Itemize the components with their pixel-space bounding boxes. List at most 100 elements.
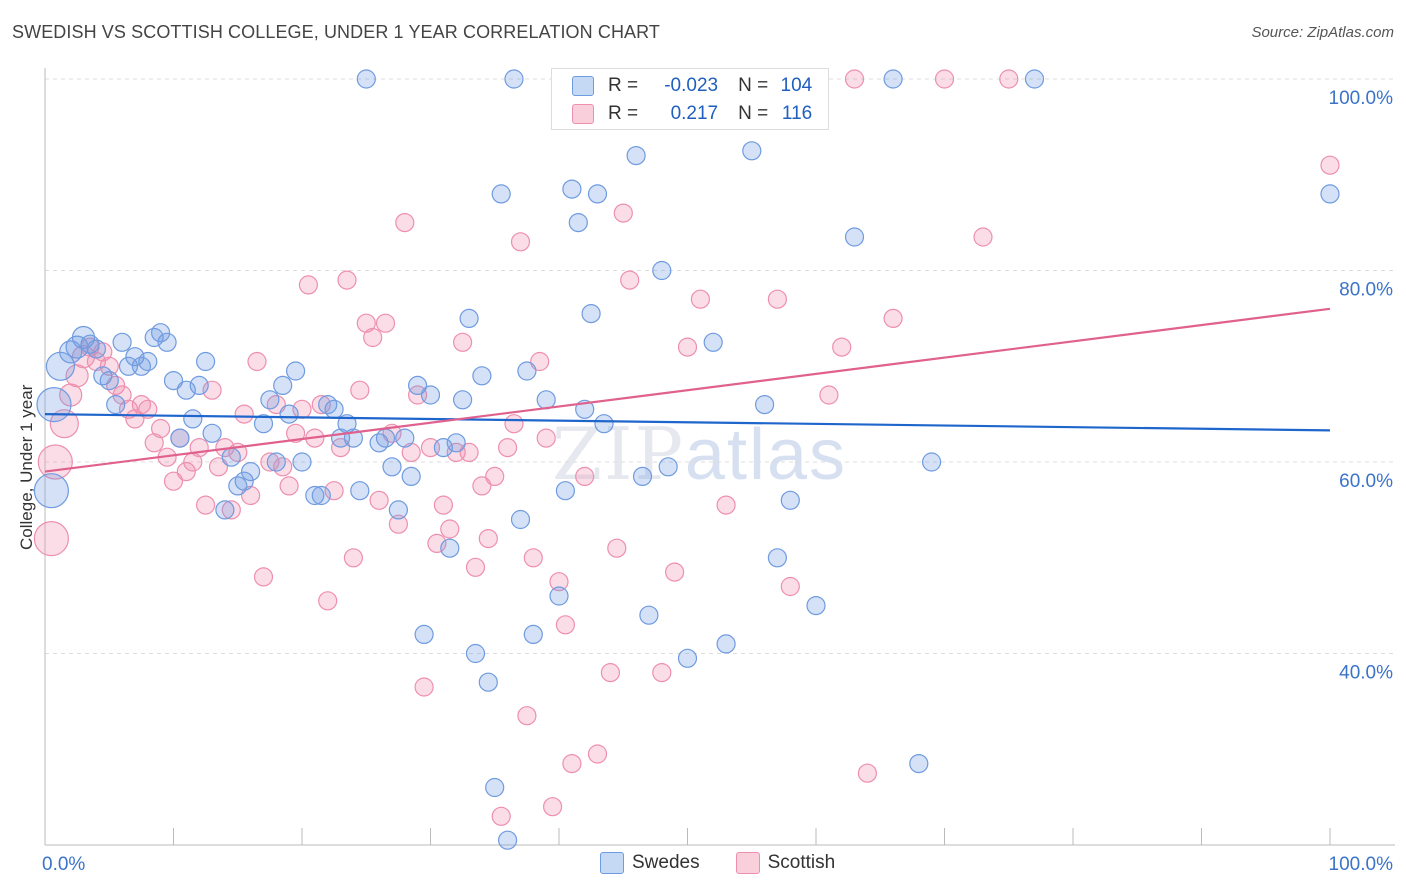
stats-row-swedes: R = -0.023 N = 104 — [572, 71, 812, 101]
scottish-point — [138, 399, 158, 419]
swedes-point — [478, 672, 498, 692]
swedes-point — [273, 375, 293, 395]
swedes-point — [498, 830, 518, 850]
swedes-point — [587, 184, 608, 204]
scottish-point — [530, 351, 550, 372]
scottish-point — [465, 557, 486, 577]
scottish-point — [433, 495, 453, 515]
watermark: ZIPatlas — [552, 412, 847, 496]
scottish-point — [491, 806, 511, 826]
swedes-point — [632, 466, 653, 486]
swedes-point — [1024, 69, 1045, 89]
tick-labels: 40.0% 60.0% 80.0% 100.0% 0.0% 100.0% — [42, 88, 1393, 875]
swedes-r-value: -0.023 — [664, 75, 719, 96]
x-tick-label: 0.0% — [42, 854, 85, 875]
trend-lines — [44, 307, 1331, 473]
scottish-point — [780, 576, 800, 597]
axes — [44, 68, 1395, 846]
scottish-point — [485, 466, 505, 486]
scottish-point — [208, 457, 229, 477]
scottish-point — [318, 591, 338, 611]
swedes-point — [921, 452, 942, 472]
scottish-point — [311, 395, 331, 415]
scottish-point — [587, 744, 608, 764]
scottish-point — [260, 452, 280, 472]
swedes-point — [639, 605, 659, 625]
scottish-point — [677, 337, 698, 357]
scottish-point — [356, 313, 376, 333]
swedes-trend-line — [44, 413, 1331, 432]
stats-legend: R = -0.023 N = 104 R = 0.217 N = 116 — [551, 68, 829, 130]
swedes-point — [472, 366, 492, 386]
swedes-point — [491, 184, 511, 204]
swedes-point — [414, 624, 434, 645]
legend-item-scottish: Scottish — [735, 852, 835, 874]
swedes-point — [215, 500, 235, 520]
scottish-point — [555, 615, 576, 635]
swedes-point — [33, 473, 70, 509]
swedes-point — [562, 179, 582, 199]
swedes-point — [844, 227, 865, 247]
scottish-point — [652, 662, 672, 683]
swedes-point — [549, 586, 569, 606]
watermark-atlas: atlas — [684, 415, 848, 495]
swedes-point — [305, 485, 325, 506]
swedes-point — [909, 753, 929, 774]
scottish-point — [144, 433, 164, 453]
swedes-point — [183, 409, 203, 429]
scottish-point — [844, 69, 865, 89]
scottish-point — [279, 476, 299, 496]
scottish-r-label: R = — [608, 103, 639, 124]
legend-swedes-label: Swedes — [632, 852, 700, 873]
swedes-point — [568, 213, 588, 233]
swedes-point — [382, 457, 402, 477]
scottish-point — [375, 313, 396, 333]
swedes-point — [311, 485, 331, 506]
scottish-point — [286, 423, 306, 443]
swedes-point — [36, 387, 72, 423]
swedes-point — [157, 332, 177, 352]
swedes-point — [536, 390, 556, 410]
swedes-point — [703, 332, 723, 352]
swedes-point — [163, 371, 184, 391]
scottish-point — [112, 385, 132, 405]
y-tick-label: 80.0% — [1339, 280, 1393, 301]
swedes-point — [356, 69, 376, 89]
swedes-point — [440, 538, 460, 558]
swedes-point — [292, 452, 312, 472]
swedes-point — [170, 428, 190, 448]
scottish-point — [600, 662, 621, 683]
scottish-point — [65, 364, 89, 388]
swedes-point — [112, 332, 132, 352]
scottish-point — [999, 69, 1019, 89]
scottish-point — [343, 548, 363, 568]
swedes-point — [465, 643, 486, 664]
swedes-point — [279, 404, 299, 424]
swedes-n-label: N = — [738, 75, 769, 96]
scottish-point — [832, 337, 852, 357]
scottish-point — [664, 562, 685, 582]
y-tick-label: 40.0% — [1339, 663, 1393, 684]
swedes-point — [138, 351, 158, 372]
swedes-point — [151, 323, 171, 343]
scottish-point — [613, 203, 633, 223]
swedes-point — [45, 351, 76, 381]
swedes-point — [581, 304, 601, 324]
swedes-points — [33, 69, 1340, 850]
scottish-point — [690, 289, 711, 309]
scottish-point — [620, 270, 640, 290]
scottish-point — [241, 485, 261, 506]
scottish-point — [523, 548, 543, 568]
scottish-point — [33, 520, 70, 557]
scottish-point — [324, 481, 344, 501]
swedes-point — [523, 624, 543, 645]
scottish-n-value: 116 — [781, 103, 813, 124]
scottish-point — [498, 438, 518, 458]
swedes-point — [99, 371, 119, 391]
scottish-point — [363, 327, 383, 348]
y-tick-label: 100.0% — [1329, 88, 1394, 109]
swedes-point — [555, 481, 576, 501]
scottish-point — [388, 514, 408, 534]
scottish-point — [253, 567, 274, 587]
scottish-point — [857, 763, 878, 783]
